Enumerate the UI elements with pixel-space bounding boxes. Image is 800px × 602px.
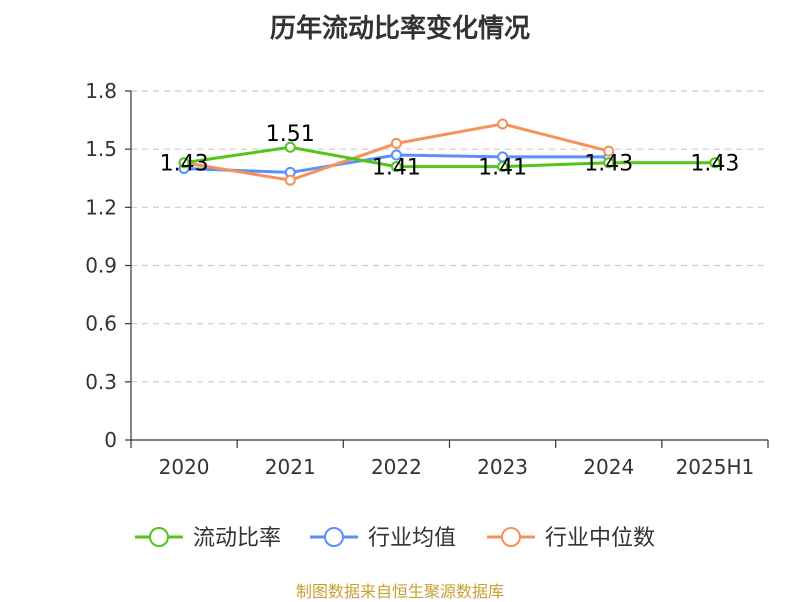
legend-marker: [324, 527, 344, 547]
x-tick-label: 2024: [583, 455, 634, 479]
legend-marker: [149, 527, 169, 547]
legend: 流动比率 行业均值 行业中位数: [135, 526, 655, 551]
data-point: [390, 137, 402, 149]
data-point: [603, 145, 615, 157]
y-tick-label: 0.3: [85, 370, 117, 394]
source-note: 制图数据来自恒生聚源数据库: [295, 582, 504, 601]
data-point: [284, 174, 296, 186]
data-labels: 1.43 1.51 1.41 1.41 1.43 1.43: [160, 122, 740, 180]
data-point: [497, 118, 509, 130]
series-lines: [178, 118, 721, 186]
y-tick-label: 0.9: [85, 254, 117, 278]
data-label: 1.41: [372, 156, 421, 181]
y-tick-label: 0.6: [85, 312, 117, 336]
x-tick-label: 2023: [477, 455, 528, 479]
data-point: [603, 157, 615, 169]
data-label: 1.43: [160, 152, 209, 177]
y-axis-ticks: 0 0.3 0.6 0.9 1.2 1.5 1.8: [85, 79, 131, 452]
data-point: [390, 149, 402, 161]
y-tick-label: 1.8: [85, 79, 117, 103]
data-label: 1.51: [266, 122, 315, 147]
y-tick-label: 0: [104, 428, 117, 452]
y-tick-label: 1.2: [85, 195, 117, 219]
legend-label: 行业均值: [368, 526, 456, 551]
chart-title: 历年流动比率变化情况: [269, 14, 530, 44]
data-label: 1.43: [584, 152, 633, 177]
x-tick-label: 2020: [159, 455, 210, 479]
data-label: 1.43: [690, 152, 739, 177]
legend-marker: [501, 527, 521, 547]
x-tick-label: 2025H1: [676, 455, 755, 479]
data-point: [709, 157, 721, 169]
legend-label: 流动比率: [193, 526, 281, 551]
data-label: 1.41: [478, 156, 527, 181]
data-point: [390, 161, 402, 173]
grid-lines: [131, 90, 768, 383]
data-point: [178, 157, 190, 169]
x-tick-label: 2022: [371, 455, 422, 479]
data-point: [284, 141, 296, 153]
x-axis-ticks: 2020 2021 2022 2023 2024 2025H1: [130, 440, 769, 479]
x-tick-label: 2021: [265, 455, 316, 479]
y-tick-label: 1.5: [85, 137, 117, 161]
series-line: [183, 145, 715, 169]
data-point: [497, 161, 509, 173]
legend-label: 行业中位数: [545, 526, 655, 551]
